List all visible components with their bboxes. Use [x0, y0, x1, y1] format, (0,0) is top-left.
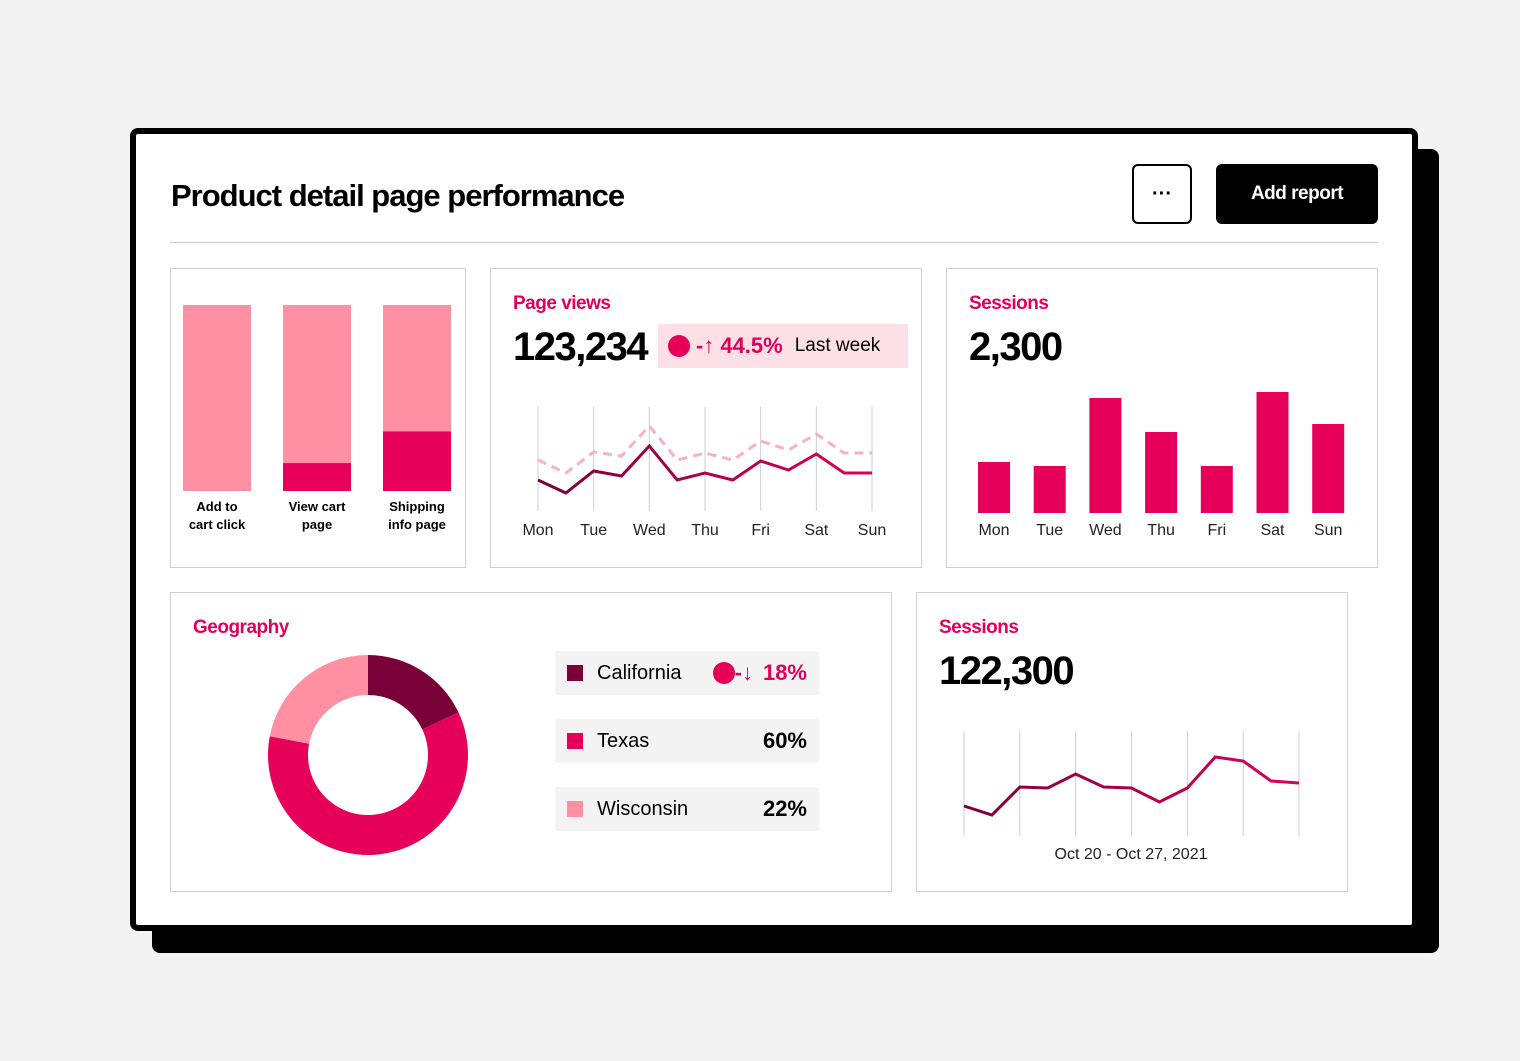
- card-title: Sessions: [969, 293, 1049, 314]
- x-tick-label: Wed: [1089, 522, 1122, 539]
- x-tick-label: Fri: [751, 522, 770, 539]
- x-tick-label: Sat: [804, 522, 829, 539]
- legend-value: 18%: [762, 660, 807, 685]
- card-title: Page views: [513, 293, 611, 314]
- bar-label: Add to: [196, 499, 237, 514]
- funnel-bar-segment: [283, 463, 351, 491]
- session-bar: [1200, 466, 1233, 513]
- sessions-line-chart: Oct 20 - Oct 27, 2021: [963, 731, 1300, 863]
- geography-card: Geography California -↓ 18% Texas 60% Wi…: [170, 592, 892, 892]
- x-tick-label: Wed: [633, 522, 666, 539]
- dashboard-panel: Product detail page performance ··· Add …: [130, 128, 1418, 931]
- session-bar: [1312, 424, 1345, 513]
- circle-icon: [712, 662, 735, 684]
- x-tick-label: Sun: [1314, 522, 1342, 539]
- page-views-card: Page views 123,234 -↑ 44.5% Last week Mo…: [490, 268, 922, 568]
- x-tick-label: Sat: [1260, 522, 1285, 539]
- geography-donut-chart: [268, 655, 468, 855]
- legend-value: 60%: [762, 728, 807, 753]
- legend-item-texas[interactable]: Texas 60%: [555, 719, 819, 763]
- sessions-bar-card: Sessions 2,300 Mon Tue Wed Thu Fri Sat Sun: [946, 268, 1378, 568]
- sessions-line: [963, 755, 1300, 817]
- page-title: Product detail page performance: [171, 178, 625, 213]
- legend-item-wisconsin[interactable]: Wisconsin 22%: [555, 787, 819, 831]
- legend-label: California: [597, 661, 682, 684]
- x-axis-label: Oct 20 - Oct 27, 2021: [1055, 846, 1208, 863]
- bar-label: View cart: [289, 499, 347, 514]
- bar-label: Shipping: [389, 499, 445, 514]
- donut-slice-wisconsin: [269, 655, 368, 744]
- session-bar: [978, 462, 1010, 513]
- sessions-value: 2,300: [969, 325, 1063, 369]
- swatch: [567, 665, 583, 681]
- current-period-line: [537, 443, 872, 495]
- donut-slice-california: [368, 655, 459, 730]
- change-value: 44.5%: [720, 333, 783, 358]
- change-period: Last week: [794, 335, 881, 356]
- legend-value: 22%: [762, 796, 807, 821]
- funnel-bar: [183, 305, 251, 491]
- change-badge: -↑ 44.5% Last week: [658, 324, 908, 368]
- x-tick-label: Tue: [580, 522, 607, 539]
- x-tick-label: Mon: [522, 522, 553, 539]
- funnel-chart: Add to cart click View cart page Shipping inf…: [183, 305, 451, 532]
- sessions-line-card: Sessions 122,300 Oct 20 - Oct 27, 2021: [916, 592, 1348, 892]
- session-bar: [1256, 392, 1289, 513]
- circle-icon: [668, 335, 690, 357]
- x-tick-label: Thu: [691, 522, 719, 539]
- previous-period-line: [537, 423, 872, 475]
- bar-label: page: [302, 517, 332, 532]
- more-options-button[interactable]: ···: [1132, 164, 1192, 224]
- funnel-bar-segment: [383, 431, 451, 491]
- session-bar: [1033, 466, 1066, 513]
- page-views-value: 123,234: [513, 325, 649, 369]
- divider: [170, 242, 1378, 243]
- add-report-button[interactable]: Add report: [1216, 164, 1378, 224]
- session-bar: [1089, 398, 1122, 513]
- swatch: [567, 733, 583, 749]
- x-tick-label: Mon: [978, 522, 1009, 539]
- funnel-bar: [283, 305, 351, 491]
- arrow-down-icon: -↓: [734, 660, 753, 685]
- x-tick-label: Thu: [1147, 522, 1175, 539]
- bar-label: info page: [388, 517, 446, 532]
- sessions-total-value: 122,300: [939, 649, 1075, 693]
- funnel-card: Add to cart click View cart page Shipping inf…: [170, 268, 466, 568]
- bar-label: cart click: [189, 517, 246, 532]
- arrow-up-icon: -↑: [696, 333, 715, 358]
- legend-label: Texas: [597, 729, 650, 752]
- card-title: Geography: [193, 617, 289, 638]
- x-tick-label: Sun: [858, 522, 886, 539]
- x-tick-label: Fri: [1207, 522, 1226, 539]
- page-views-chart: Mon Tue Wed Thu Fri Sat Sun: [522, 407, 886, 539]
- session-bar: [1145, 432, 1178, 513]
- legend-item-california[interactable]: California -↓ 18%: [555, 651, 819, 695]
- sessions-bar-chart: Mon Tue Wed Thu Fri Sat Sun: [978, 392, 1345, 539]
- card-title: Sessions: [939, 617, 1019, 638]
- legend-label: Wisconsin: [597, 797, 689, 820]
- x-tick-label: Tue: [1036, 522, 1063, 539]
- donut-slice-texas: [268, 712, 468, 855]
- swatch: [567, 801, 583, 817]
